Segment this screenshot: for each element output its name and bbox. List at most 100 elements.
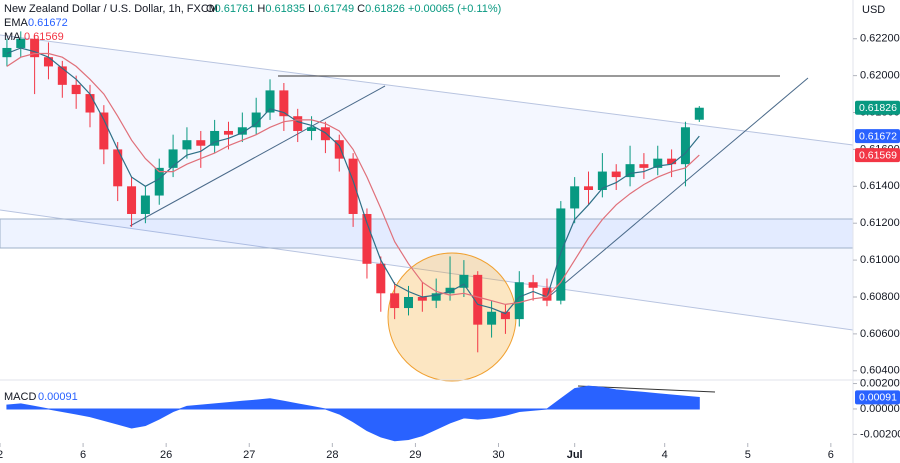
candle-body	[597, 171, 607, 190]
x-tick-label: 26	[160, 449, 172, 461]
candle-body	[487, 311, 497, 325]
x-tick-label: 28	[326, 449, 338, 461]
price-tag-label: 0.00091	[859, 392, 897, 404]
y-tick-label: -0.00200	[860, 428, 900, 440]
y-tick-label: 0.60800	[860, 291, 900, 303]
candle-body	[223, 130, 233, 135]
candle-body	[403, 296, 413, 309]
macd-label: MACD	[4, 391, 36, 403]
y-tick-label: 0.00000	[860, 403, 900, 415]
candle-body	[279, 90, 289, 117]
macd-area	[6, 385, 700, 442]
legend-label: EMA	[4, 17, 29, 29]
legend-value: 0.61569	[24, 31, 64, 43]
candle-body	[154, 167, 164, 196]
ohlc-change: +0.00065 (+0.11%)	[408, 3, 501, 15]
y-tick-label: 0.60600	[860, 328, 900, 340]
x-tick-label: 6	[80, 449, 86, 461]
ohlc-value: 0.61835	[265, 3, 305, 15]
channel-line	[0, 34, 854, 146]
price-tag-label: 0.61672	[859, 130, 897, 142]
y-tick-label: 0.61200	[860, 217, 900, 229]
candle-body	[210, 130, 220, 146]
candle-body	[431, 293, 441, 301]
candle-body	[113, 149, 123, 187]
candle-body	[307, 127, 317, 131]
candle-body	[265, 90, 275, 113]
trend-line	[129, 85, 386, 227]
x-tick-label: 6	[828, 449, 834, 461]
zone	[0, 218, 854, 249]
x-tick-label: 2	[0, 449, 3, 461]
x-tick-label: 29	[409, 449, 421, 461]
candle-body	[2, 47, 12, 58]
candle-body	[85, 94, 95, 113]
candle-body	[16, 38, 26, 48]
candle-body	[293, 116, 303, 131]
candle-body	[43, 57, 53, 67]
ohlc-value: 0.61761	[215, 3, 255, 15]
macd-value: 0.00091	[38, 391, 78, 403]
legend-value: 0.61672	[28, 17, 68, 29]
candle-body	[99, 112, 109, 150]
candle-body	[376, 263, 386, 294]
ohlc-header: O0.61761 H0.61835 L0.61749 C0.61826 +0.0…	[206, 3, 501, 15]
candle-body	[348, 158, 358, 214]
price-tag	[855, 390, 900, 405]
ohlc-value: 0.61826	[365, 3, 405, 15]
candle-body	[680, 127, 690, 165]
candle-body	[611, 171, 621, 178]
candle-body	[667, 158, 677, 165]
candle-body	[168, 149, 178, 168]
ma-line	[6, 47, 700, 315]
ma-line	[6, 52, 700, 306]
candle-body	[570, 186, 580, 209]
channel	[0, 35, 853, 330]
y-tick-label: 0.61400	[860, 180, 900, 192]
candle-body	[694, 107, 704, 120]
candle-body	[625, 164, 635, 178]
x-tick-label: 30	[492, 449, 504, 461]
candle-body	[514, 282, 524, 320]
price-tag	[855, 100, 900, 115]
x-tick-label: 5	[745, 449, 751, 461]
ohlc-key: C	[357, 3, 365, 15]
ohlc-key: H	[257, 3, 265, 15]
candle-body	[459, 274, 469, 288]
candle-body	[251, 112, 261, 128]
candle-body	[584, 186, 594, 190]
candle-body	[653, 158, 663, 168]
candle-body	[445, 287, 455, 294]
chart-title: New Zealand Dollar / U.S. Dollar, 1h, FX…	[4, 3, 218, 15]
candle-body	[639, 164, 649, 168]
legend-label: MA	[4, 31, 21, 43]
candle-body	[196, 140, 206, 146]
highlight-circle	[387, 252, 517, 382]
price-tag	[855, 148, 900, 163]
price-tag-label: 0.61569	[859, 149, 897, 161]
y-tick-label: 0.00200	[860, 377, 900, 389]
y-tick-label: 0.61000	[860, 254, 900, 266]
candle-body	[71, 84, 81, 95]
candle-body	[542, 287, 552, 301]
candle-body	[334, 140, 344, 159]
y-tick-label: 0.60400	[860, 365, 900, 377]
candle-body	[362, 213, 372, 264]
candle-body	[127, 186, 137, 214]
x-tick-label: 4	[662, 449, 668, 461]
candle-body	[417, 296, 427, 301]
y-tick-label: 0.62200	[860, 33, 900, 45]
ohlc-key: O	[206, 3, 215, 15]
price-tag-label: 0.61826	[859, 102, 897, 114]
candle-body	[473, 274, 483, 325]
ohlc-key: L	[308, 3, 314, 15]
candle-body	[390, 293, 400, 309]
trend-line	[544, 77, 809, 301]
candle-body	[57, 66, 67, 85]
y-tick-label: 0.62000	[860, 70, 900, 82]
candle-body	[140, 195, 150, 214]
candle-body	[320, 127, 330, 141]
x-tick-label: Jul	[567, 449, 583, 461]
channel-line	[0, 209, 854, 331]
